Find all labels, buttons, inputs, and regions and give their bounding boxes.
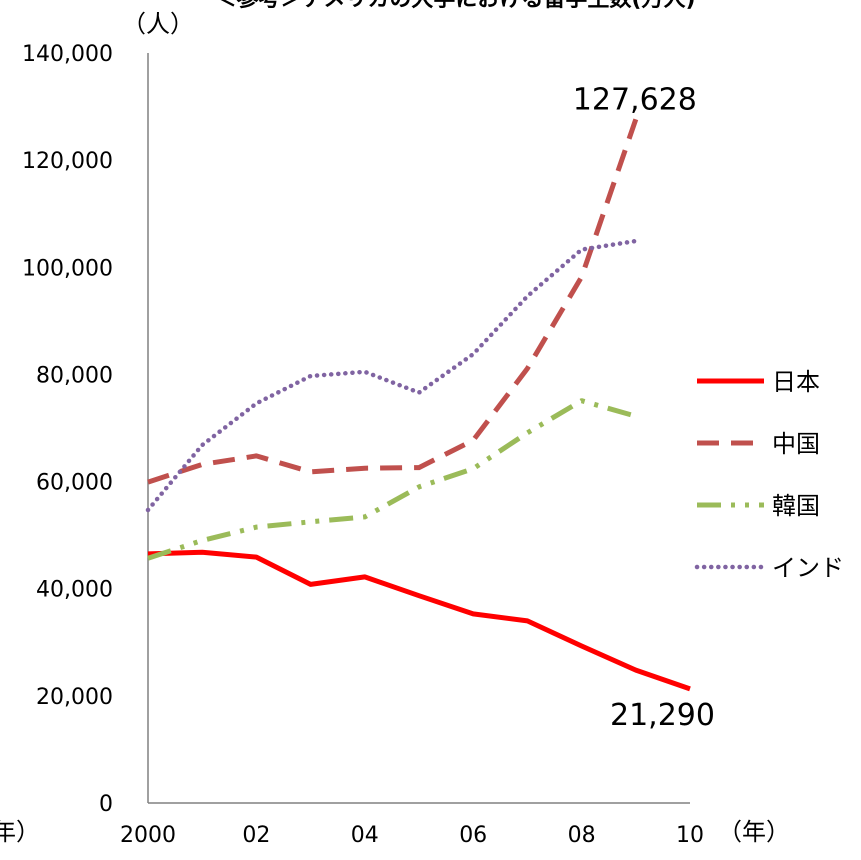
x-tick-label: 2000 xyxy=(120,823,176,848)
y-tick-label: 20,000 xyxy=(36,685,113,710)
data-label: 21,290 xyxy=(610,698,715,733)
legend-label: 中国 xyxy=(772,430,820,458)
y-tick-label: 140,000 xyxy=(22,42,113,67)
series-lines xyxy=(145,118,691,692)
y-axis-ticks: 0 20,000 40,000 60,000 80,000 100,000 120,000 1… xyxy=(22,42,113,817)
y-tick-label: 100,000 xyxy=(22,256,113,281)
y-tick-label: 40,000 xyxy=(36,578,113,603)
y-tick-label: 0 xyxy=(99,792,113,817)
x-tick-label: 10 xyxy=(676,823,704,848)
series-line xyxy=(147,398,637,561)
data-annotations: 127,628 21,290 xyxy=(573,82,715,733)
data-label: 127,628 xyxy=(573,82,697,117)
x-tick-label: 02 xyxy=(242,823,270,848)
y-tick-label: 60,000 xyxy=(36,471,113,496)
chart-title: ＜参考＞アメリカの大学における留学生数(万人) xyxy=(214,0,695,12)
series-line xyxy=(145,238,639,513)
x-axis-unit-fragment: 年） xyxy=(0,818,40,846)
x-tick-label: 04 xyxy=(351,823,379,848)
y-axis-unit: （人） xyxy=(122,10,194,38)
y-tick-label: 80,000 xyxy=(36,363,113,388)
legend-label: 日本 xyxy=(772,368,820,396)
series-line xyxy=(147,549,691,692)
series-line xyxy=(147,118,639,485)
x-axis-unit: （年） xyxy=(718,818,790,846)
x-axis-ticks: 2000 02 04 06 08 10 xyxy=(120,823,704,848)
legend-label: 韓国 xyxy=(772,492,820,520)
y-tick-label: 120,000 xyxy=(22,149,113,174)
x-tick-label: 06 xyxy=(459,823,487,848)
legend-label: インド xyxy=(772,554,844,582)
x-tick-label: 08 xyxy=(568,823,596,848)
